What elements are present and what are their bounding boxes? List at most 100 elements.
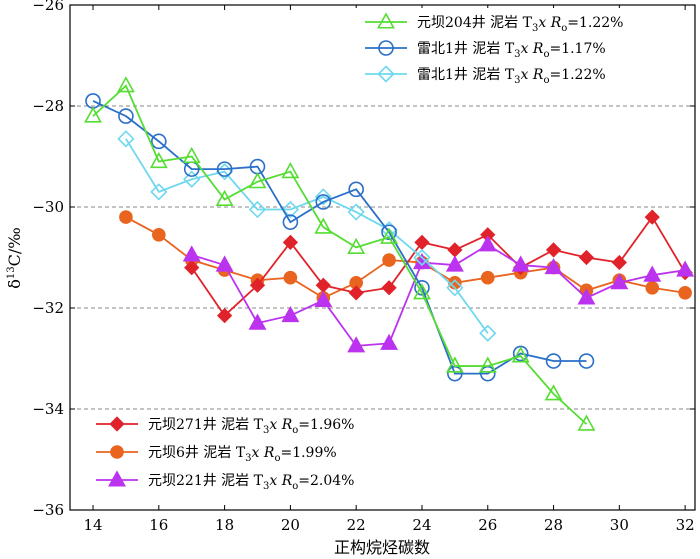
data-point: [216, 307, 233, 324]
data-point: [184, 259, 200, 276]
data-point: [281, 305, 300, 323]
y-tick-label: −36: [32, 501, 64, 519]
data-point: [282, 214, 299, 230]
data-point: [610, 273, 629, 290]
legend-marker: [110, 445, 124, 459]
ylabel-delta: δ: [5, 279, 24, 289]
data-point: [380, 227, 399, 244]
legend-label: 元坝221井 泥岩 T3x Ro=2.04%: [148, 473, 355, 492]
data-point: [149, 151, 168, 169]
legend-background: [355, 8, 665, 83]
data-point: [117, 130, 135, 148]
data-point: [314, 217, 333, 234]
legend-label: 雷北1井 泥岩 T3x Ro=1.22%: [417, 67, 606, 86]
data-point: [314, 188, 332, 206]
data-point: [413, 283, 431, 300]
data-point: [544, 257, 563, 275]
y-tick-label: −32: [32, 299, 64, 317]
legend-label: 元坝271井 泥岩 T3x Ro=1.96%: [148, 417, 355, 436]
data-point: [413, 248, 431, 267]
legend-item: 元坝221井 泥岩 T3x Ro=2.04%: [96, 470, 355, 492]
data-point: [116, 76, 135, 93]
data-point: [119, 210, 133, 224]
data-point: [281, 161, 300, 179]
data-point: [249, 277, 266, 293]
data-point: [248, 172, 267, 189]
legend-marker: [108, 470, 126, 487]
data-point: [445, 255, 464, 272]
legend-layer: 元坝204井 泥岩 T3x Ro=1.22% 雷北1井 泥岩 T3x Ro=1.1…: [86, 8, 665, 494]
data-point: [511, 255, 530, 272]
legend-marker: [109, 416, 125, 432]
data-point: [446, 279, 464, 297]
data-point: [676, 260, 695, 277]
legend-item: 元坝271井 泥岩 T3x Ro=1.96%: [96, 416, 355, 436]
data-point: [215, 255, 234, 272]
legend-marker: [378, 40, 394, 56]
data-point: [545, 353, 562, 369]
legend-background: [86, 410, 406, 494]
data-point: [151, 133, 167, 150]
series-line: [190, 215, 686, 317]
data-point: [348, 285, 364, 301]
x-axis-title: 正构烷烃碳数: [334, 538, 430, 557]
legend-bottom-left: 元坝271井 泥岩 T3x Ro=1.96% 元坝6井 泥岩 T3x Ro=1.9…: [86, 410, 406, 494]
x-tick-label: 20: [281, 516, 300, 534]
data-point: [478, 356, 497, 373]
plot-frame: [69, 4, 696, 511]
data-point: [479, 324, 497, 342]
grid-lines: [70, 105, 695, 410]
data-point: [281, 200, 300, 219]
data-point: [578, 249, 595, 266]
data-point: [315, 194, 332, 210]
data-point: [182, 146, 201, 164]
data-point: [347, 237, 366, 254]
data-point: [215, 189, 234, 206]
y-tick-label: −30: [32, 198, 64, 216]
legend-item: 雷北1井 泥岩 T3x Ro=1.17%: [365, 40, 606, 60]
data-point: [480, 270, 495, 285]
data-point: [118, 108, 134, 124]
data-point: [216, 161, 233, 177]
data-point: [577, 288, 596, 305]
y-tick-label: −28: [32, 97, 64, 115]
legend-marker: [377, 65, 395, 83]
ylabel-superscript: 13: [6, 266, 17, 279]
data-point: [678, 286, 692, 300]
data-point: [381, 224, 397, 241]
data-point: [643, 265, 662, 282]
data-point: [577, 414, 596, 431]
x-tick-label: 22: [347, 516, 366, 534]
data-point: [347, 203, 365, 221]
data-point: [414, 234, 430, 250]
x-tick-label: 26: [478, 516, 497, 534]
x-tick-label: 24: [412, 516, 431, 534]
data-point: [183, 170, 201, 188]
x-tick-label: 18: [215, 516, 234, 534]
x-tick-label: 28: [544, 516, 563, 534]
legend-top-right: 元坝204井 泥岩 T3x Ro=1.22% 雷北1井 泥岩 T3x Ro=1.1…: [355, 8, 665, 86]
data-point: [578, 353, 595, 369]
legend-item: 元坝6井 泥岩 T3x Ro=1.99%: [96, 445, 337, 464]
axis-ticks: 14 16 18 20 22 24 26 28 30 32 −36 −34 −32 −30 −28 −26: [32, 0, 695, 534]
data-point: [644, 209, 660, 225]
data-point: [150, 183, 168, 201]
data-point: [478, 235, 497, 252]
data-point: [382, 253, 396, 267]
data-point: [544, 384, 563, 401]
x-tick-label: 14: [83, 516, 102, 534]
data-point: [347, 336, 366, 353]
series-line: [92, 100, 587, 375]
data-point: [545, 242, 562, 258]
y-tick-label: −34: [32, 400, 64, 418]
y-axis-title: δ13C/‰: [5, 227, 24, 288]
data-point: [511, 346, 530, 363]
data-point: [645, 280, 660, 295]
data-point: [152, 227, 166, 242]
data-point: [314, 290, 333, 307]
data-point: [283, 270, 298, 285]
data-point: [611, 254, 627, 271]
data-point: [182, 245, 201, 262]
